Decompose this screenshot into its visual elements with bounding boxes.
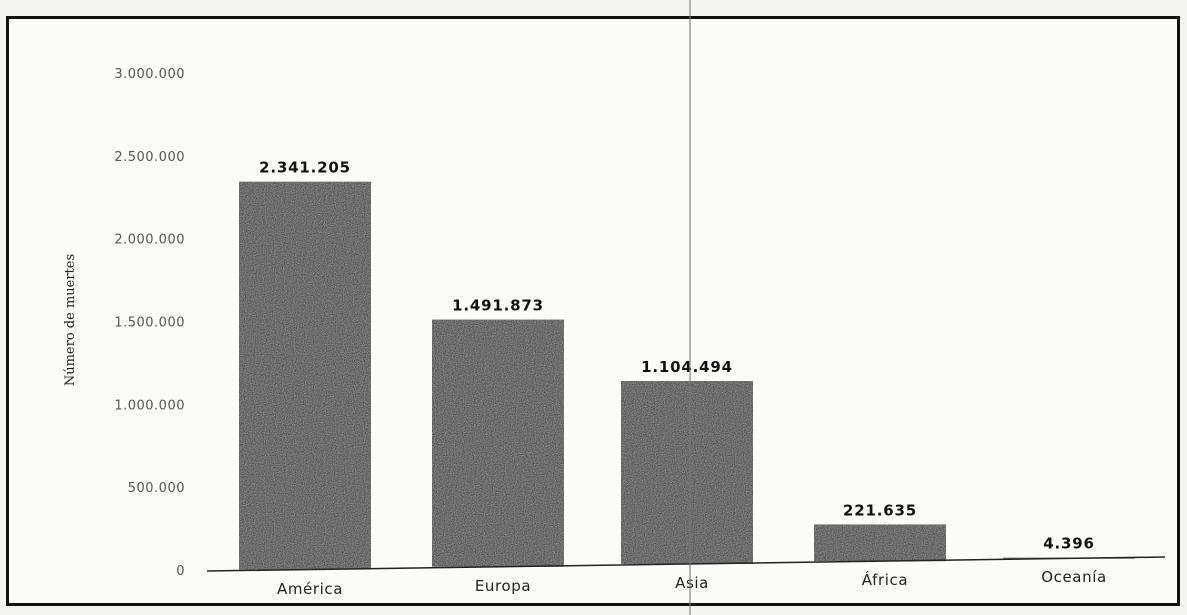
data-label: 221.635: [843, 501, 917, 519]
bar-asia: [621, 381, 753, 564]
bars-group: [239, 181, 1135, 570]
y-tick-label: 0: [176, 564, 185, 579]
category-label: Oceanía: [1041, 568, 1107, 586]
bar-áfrica: [814, 524, 946, 562]
category-label: América: [277, 580, 343, 598]
data-label: 1.491.873: [452, 297, 544, 315]
y-tick-label: 3.000.000: [114, 67, 185, 82]
x-axis-line: [206, 556, 1166, 572]
bar-europa: [432, 319, 564, 567]
category-label: Europa: [475, 577, 531, 595]
scan-crease: [689, 0, 691, 615]
y-tick-label: 2.000.000: [114, 233, 185, 248]
y-axis-ticks: 0 500.000 1.000.000 1.500.000 2.000.000 2.500…: [114, 67, 185, 579]
category-label: Asia: [675, 574, 709, 592]
bar-américa: [239, 181, 371, 570]
data-label: 1.104.494: [641, 358, 733, 376]
y-axis-title: Número de muertes: [63, 254, 78, 386]
chart-frame: [6, 16, 1180, 606]
category-label: África: [862, 570, 908, 589]
data-label: 4.396: [1043, 535, 1094, 553]
data-labels-group: 2.341.205 1.491.873 1.104.494 221.635 4.396: [259, 159, 1094, 553]
x-axis-labels: América Europa Asia África Oceanía: [277, 568, 1107, 598]
y-tick-label: 2.500.000: [114, 150, 185, 165]
y-tick-label: 1.500.000: [114, 316, 185, 331]
y-tick-label: 1.000.000: [114, 398, 185, 413]
y-tick-label: 500.000: [128, 481, 185, 496]
data-label: 2.341.205: [259, 159, 351, 177]
